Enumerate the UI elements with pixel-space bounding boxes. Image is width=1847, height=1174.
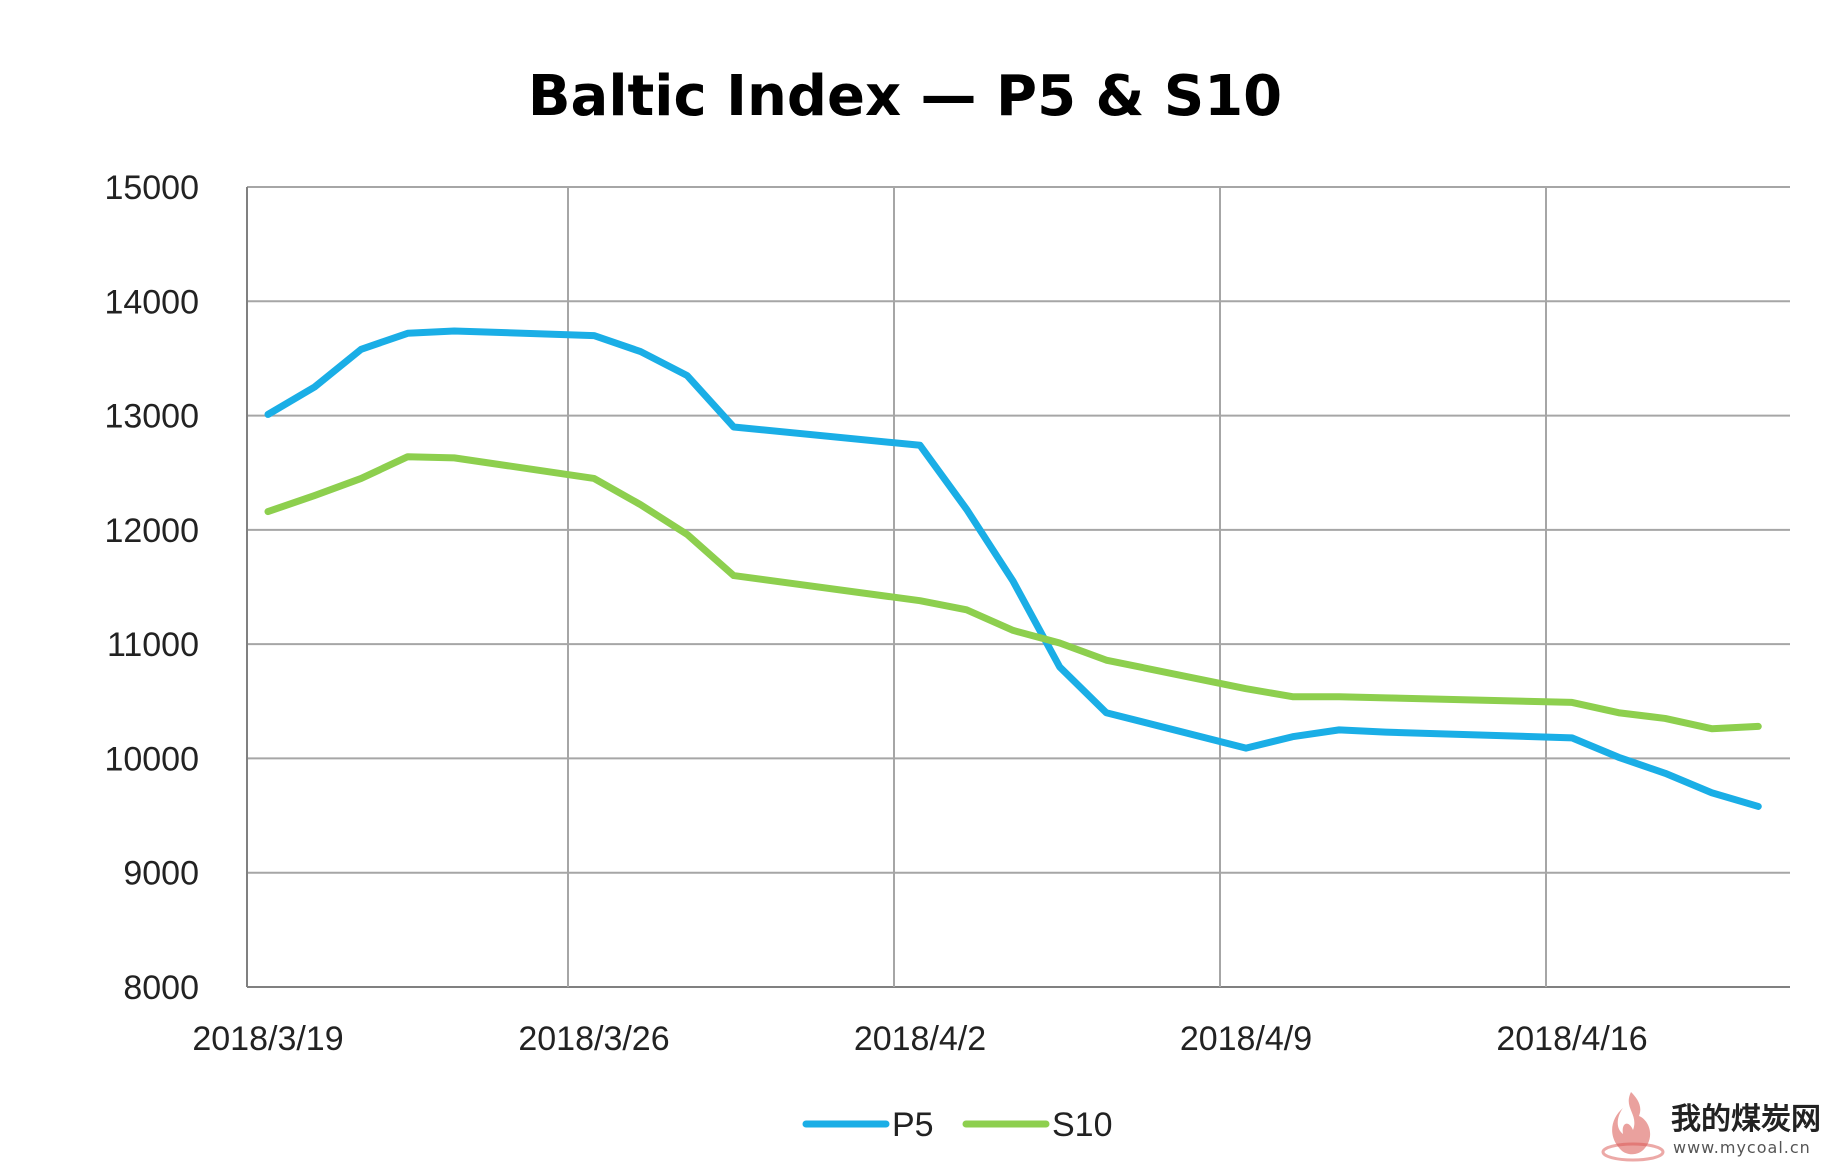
legend-label-p5: P5 [892, 1106, 934, 1144]
y-tick-label: 14000 [104, 283, 199, 321]
chart-title: Baltic Index — P5 & S10 [528, 64, 1282, 129]
series-group [264, 327, 1762, 810]
x-tick-label: 2018/4/16 [1496, 1020, 1647, 1058]
series-line-p5 [264, 327, 1762, 810]
watermark-url: www.mycoal.cn [1673, 1138, 1811, 1157]
watermark-text: 我的煤炭网 [1671, 1102, 1821, 1137]
x-tick-label: 2018/3/19 [192, 1020, 343, 1058]
y-tick-label: 12000 [104, 512, 199, 550]
watermark-logo: 我的煤炭网 www.mycoal.cn [1593, 1088, 1833, 1168]
series-line-s10 [264, 453, 1762, 733]
y-axis: 8000 9000 10000 11000 12000 13000 14000 15000 [104, 169, 199, 1007]
legend-label-s10: S10 [1052, 1106, 1113, 1144]
y-tick-label: 11000 [107, 626, 199, 664]
x-tick-label: 2018/4/2 [854, 1020, 986, 1058]
y-tick-label: 8000 [123, 969, 199, 1007]
y-tick-label: 10000 [104, 740, 199, 778]
x-tick-label: 2018/3/26 [518, 1020, 669, 1058]
y-tick-label: 15000 [104, 169, 199, 207]
flame-icon [1601, 1092, 1665, 1162]
y-tick-label: 9000 [123, 855, 199, 893]
grid [246, 186, 1790, 988]
x-axis: 2018/3/19 2018/3/26 2018/4/2 2018/4/9 2018/4… [192, 1020, 1647, 1058]
x-tick-label: 2018/4/9 [1180, 1020, 1312, 1058]
legend: P5 S10 [802, 1106, 1113, 1144]
y-tick-label: 13000 [104, 398, 199, 436]
